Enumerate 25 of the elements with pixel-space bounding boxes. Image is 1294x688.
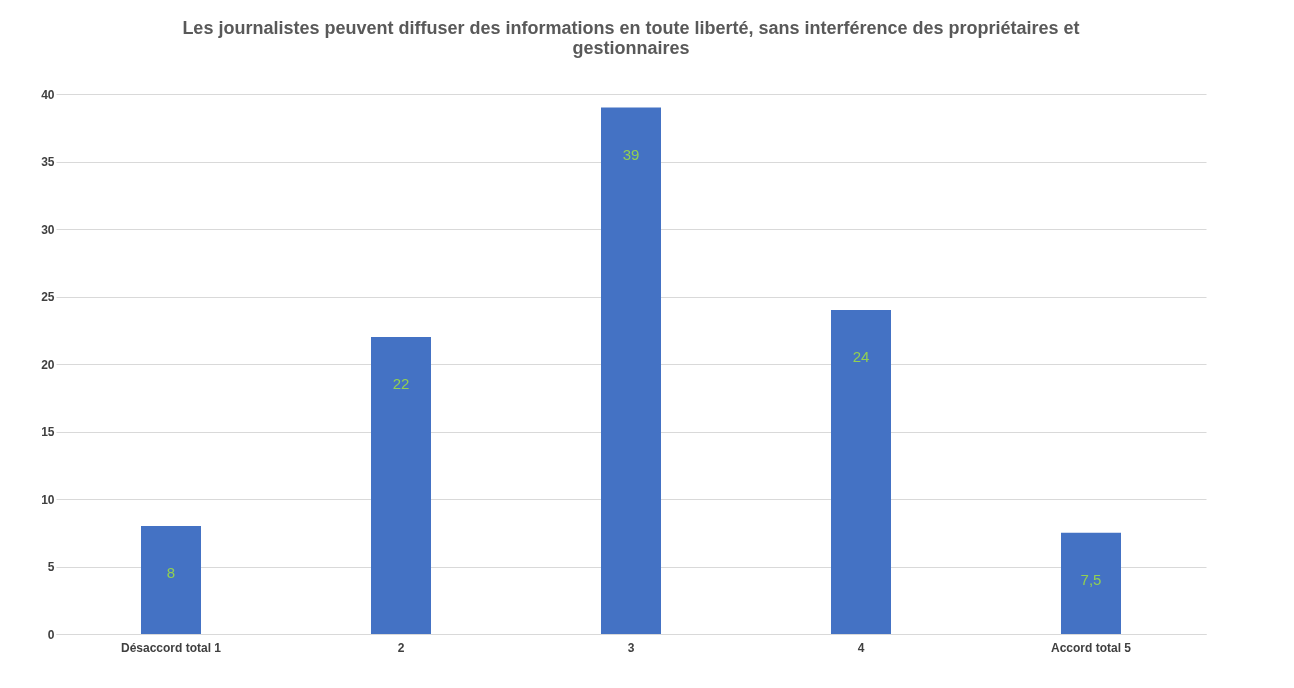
x-tick-label: 4 [857,640,865,655]
bar [831,310,891,634]
x-tick-label: 2 [397,640,405,655]
x-tick-label: Désaccord total 1 [120,640,222,655]
y-tick-label: 30 [41,222,55,237]
bar [601,107,661,634]
bar [371,337,431,634]
data-label: 22 [392,375,410,392]
x-tick-label: Accord total 5 [1050,640,1132,655]
y-tick-label: 25 [41,290,55,304]
y-tick-label: 10 [41,492,55,507]
data-label: 7,5 [1080,570,1102,588]
bar [141,526,201,634]
data-label: 24 [852,348,870,365]
data-label: 8 [166,564,176,581]
y-tick-label: 20 [41,357,55,372]
data-label: 39 [622,145,640,163]
y-tick-label: 0 [47,627,55,642]
x-tick-label: 3 [627,640,635,655]
y-tick-label: 40 [41,87,55,102]
chart-title: Les journalistes peuvent diffuser des informations en toute liberté, sans interférence des propriétaires et gestionnaires [182,18,1080,58]
y-tick-label: 35 [41,155,55,169]
bar [1061,532,1121,634]
y-tick-label: 15 [41,425,55,439]
y-tick-label: 5 [47,560,55,574]
